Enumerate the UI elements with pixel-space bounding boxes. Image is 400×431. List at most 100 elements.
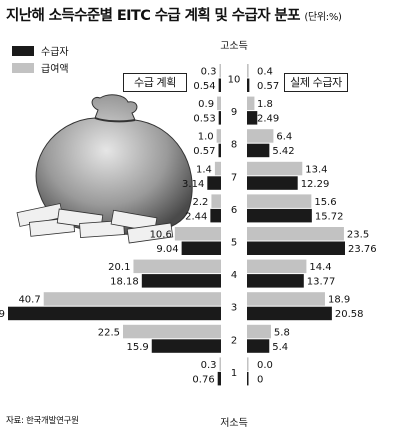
right-label-recipients-1: 0: [257, 374, 263, 385]
legend-swatch-recipients: [12, 45, 34, 56]
legend-item-recipients: 수급자: [12, 43, 69, 58]
right-label-recipients-8: 5.42: [272, 146, 294, 157]
right-label-benefits-3: 18.9: [328, 295, 350, 306]
right-label-benefits-2: 5.8: [274, 327, 290, 338]
left-bar-benefits-8: [216, 129, 221, 143]
money-bag-illustration: [16, 94, 193, 244]
right-bar-recipients-3: [247, 306, 332, 321]
right-bar-recipients-6: [247, 208, 312, 223]
left-bar-benefits-1: [219, 357, 221, 371]
left-bar-recipients-4: [141, 274, 221, 288]
left-label-benefits-8: 1.0: [198, 132, 214, 143]
axis-bottom-label: 저소득: [220, 417, 248, 429]
left-label-benefits-1: 0.3: [201, 360, 217, 371]
left-label-recipients-1: 0.76: [192, 374, 214, 385]
right-label-benefits-4: 14.4: [309, 262, 331, 273]
left-panel-label: 수급 계획: [123, 73, 187, 92]
legend-label-benefits: 급여액: [41, 64, 69, 75]
right-label-recipients-7: 12.29: [301, 179, 330, 190]
left-bar-recipients-8: [218, 143, 221, 158]
left-bar-benefits-6: [211, 194, 221, 208]
right-label-benefits-6: 15.6: [314, 197, 336, 208]
right-bar-recipients-7: [247, 176, 298, 190]
decile-label-1: 1: [231, 368, 237, 379]
left-label-recipients-6: 2.44: [185, 211, 207, 222]
right-bar-recipients-1: [247, 371, 249, 386]
left-label-recipients-3: 48.9: [0, 309, 5, 320]
chart-title-text: 지난해 소득수준별 EITC 수급 계획 및 수급자 분포: [6, 8, 300, 24]
right-bar-recipients-4: [247, 274, 304, 288]
right-bar-recipients-5: [247, 241, 345, 255]
decile-label-8: 8: [231, 140, 237, 151]
right-bar-benefits-9: [247, 96, 255, 111]
source-note: 자료: 한국개발연구원: [6, 416, 79, 426]
right-bar-benefits-1: [247, 357, 249, 371]
left-bar-recipients-9: [218, 111, 221, 125]
left-bar-benefits-2: [122, 324, 221, 339]
left-bar-benefits-4: [133, 259, 221, 274]
right-bar-benefits-3: [247, 292, 325, 306]
left-label-recipients-9: 0.53: [193, 114, 215, 125]
right-bar-recipients-10: [247, 78, 250, 92]
left-label-recipients-8: 0.57: [193, 146, 215, 157]
right-label-recipients-9: 2.49: [257, 114, 279, 125]
left-label-benefits-4: 20.1: [108, 262, 130, 273]
decile-label-7: 7: [231, 172, 237, 183]
left-label-benefits-5: 10.6: [150, 230, 172, 241]
left-bar-recipients-5: [181, 241, 221, 255]
left-bar-recipients-10: [218, 78, 221, 92]
right-bar-recipients-9: [247, 111, 258, 125]
right-bar-benefits-6: [247, 194, 312, 208]
right-label-benefits-1: 0.0: [257, 360, 273, 371]
left-bar-recipients-6: [210, 208, 221, 223]
right-label-benefits-5: 23.5: [347, 230, 369, 241]
right-label-recipients-6: 15.72: [315, 211, 344, 222]
legend-label-recipients: 수급자: [41, 47, 69, 58]
left-bar-benefits-7: [214, 161, 221, 176]
right-label-recipients-10: 0.57: [257, 81, 279, 92]
right-label-benefits-8: 6.4: [276, 132, 292, 143]
right-bar-recipients-8: [247, 143, 270, 158]
decile-label-9: 9: [231, 107, 237, 118]
chart-title: 지난해 소득수준별 EITC 수급 계획 및 수급자 분포 (단위:%): [6, 4, 342, 25]
left-label-recipients-10: 0.54: [193, 81, 215, 92]
decile-label-2: 2: [231, 335, 237, 346]
right-bar-benefits-7: [247, 161, 303, 176]
decile-label-5: 5: [231, 238, 237, 249]
right-label-recipients-3: 20.58: [335, 309, 364, 320]
left-label-recipients-5: 9.04: [156, 244, 178, 255]
left-bar-recipients-2: [151, 339, 221, 353]
decile-label-3: 3: [231, 303, 237, 314]
decile-label-4: 4: [231, 270, 237, 281]
right-label-benefits-9: 1.8: [257, 99, 273, 110]
legend-item-benefits: 급여액: [12, 60, 69, 75]
left-label-benefits-9: 0.9: [198, 99, 214, 110]
right-bar-benefits-8: [247, 129, 274, 143]
left-label-benefits-7: 1.4: [196, 164, 212, 175]
unit-label: (단위:%): [304, 12, 342, 23]
right-label-recipients-2: 5.4: [272, 342, 288, 353]
left-label-recipients-7: 3.14: [182, 179, 204, 190]
right-bar-recipients-2: [247, 339, 270, 353]
left-label-recipients-4: 18.18: [110, 277, 139, 288]
axis-top-label: 고소득: [220, 40, 248, 52]
left-label-recipients-2: 15.9: [126, 342, 148, 353]
left-bar-recipients-7: [207, 176, 221, 190]
left-bar-benefits-5: [174, 227, 221, 241]
left-bar-recipients-1: [217, 371, 221, 386]
left-bar-benefits-3: [43, 292, 222, 306]
decile-label-6: 6: [231, 205, 237, 216]
right-label-benefits-7: 13.4: [305, 164, 327, 175]
left-label-benefits-6: 2.2: [193, 197, 209, 208]
legend-swatch-benefits: [12, 62, 34, 73]
left-label-benefits-10: 0.3: [201, 67, 217, 78]
right-bar-benefits-2: [247, 324, 271, 339]
right-panel-label: 실제 수급자: [284, 73, 348, 92]
right-bar-benefits-4: [247, 259, 307, 274]
left-label-benefits-3: 40.7: [18, 295, 40, 306]
left-bar-benefits-10: [219, 64, 221, 78]
right-bar-benefits-10: [247, 64, 249, 78]
right-label-recipients-4: 13.77: [307, 277, 336, 288]
left-bar-recipients-3: [8, 306, 221, 321]
